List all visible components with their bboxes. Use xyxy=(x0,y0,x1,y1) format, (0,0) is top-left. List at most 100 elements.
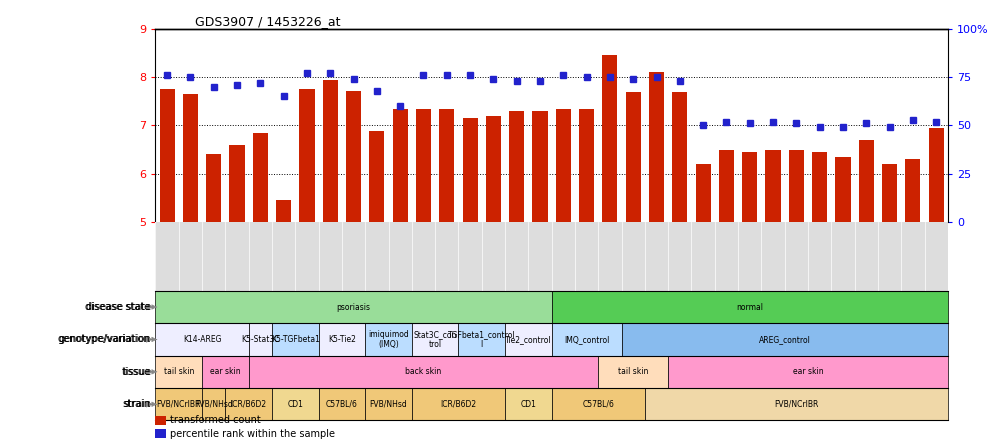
Bar xyxy=(788,150,804,222)
Bar xyxy=(369,131,384,222)
Bar xyxy=(835,157,850,222)
Bar xyxy=(928,128,943,222)
Bar xyxy=(365,323,412,356)
Bar xyxy=(412,388,505,420)
Text: normal: normal xyxy=(735,302,763,312)
Bar xyxy=(532,111,547,222)
Text: K5-Stat3C: K5-Stat3C xyxy=(240,335,280,344)
Text: strain: strain xyxy=(122,399,150,409)
Bar xyxy=(319,388,365,420)
Bar xyxy=(412,323,458,356)
Text: K5-Tie2: K5-Tie2 xyxy=(328,335,356,344)
Text: C57BL/6: C57BL/6 xyxy=(582,400,613,409)
Bar xyxy=(597,356,667,388)
Text: tail skin: tail skin xyxy=(617,367,647,377)
Bar xyxy=(155,291,551,323)
Text: imiquimod
(IMQ): imiquimod (IMQ) xyxy=(368,330,409,349)
Bar xyxy=(625,91,640,222)
Bar xyxy=(248,356,597,388)
Bar xyxy=(621,323,947,356)
Text: GDS3907 / 1453226_at: GDS3907 / 1453226_at xyxy=(194,15,341,28)
Bar xyxy=(505,388,551,420)
Bar xyxy=(225,388,272,420)
Text: FVB/NCrIBR: FVB/NCrIBR xyxy=(156,400,200,409)
Text: K5-TGFbeta1: K5-TGFbeta1 xyxy=(271,335,320,344)
Bar xyxy=(201,356,248,388)
Text: genotype/variation: genotype/variation xyxy=(58,334,150,345)
Text: percentile rank within the sample: percentile rank within the sample xyxy=(169,429,335,439)
Bar xyxy=(155,356,201,388)
Bar xyxy=(505,323,551,356)
Bar xyxy=(485,116,500,222)
Bar xyxy=(272,388,319,420)
Bar xyxy=(299,89,315,222)
Bar xyxy=(551,388,644,420)
Bar xyxy=(248,323,272,356)
Bar xyxy=(458,323,505,356)
Bar xyxy=(578,108,593,222)
Bar xyxy=(667,356,947,388)
Text: transformed count: transformed count xyxy=(169,416,260,425)
Text: ear skin: ear skin xyxy=(209,367,240,377)
Bar xyxy=(551,323,621,356)
Text: TGFbeta1_control
l: TGFbeta1_control l xyxy=(448,330,515,349)
Text: genotype/variation: genotype/variation xyxy=(59,334,151,345)
Bar xyxy=(276,200,291,222)
Bar xyxy=(392,108,408,222)
Bar xyxy=(159,89,174,222)
Bar xyxy=(272,323,319,356)
Bar xyxy=(155,416,165,425)
Bar xyxy=(905,159,920,222)
Bar xyxy=(765,150,780,222)
Bar xyxy=(509,111,524,222)
Text: tissue: tissue xyxy=(122,367,151,377)
Bar xyxy=(555,108,570,222)
Bar xyxy=(201,388,225,420)
Text: FVB/NCrIBR: FVB/NCrIBR xyxy=(774,400,818,409)
Bar xyxy=(694,164,710,222)
Bar xyxy=(229,145,244,222)
Text: Tie2_control: Tie2_control xyxy=(505,335,551,344)
Bar xyxy=(416,108,431,222)
Text: back skin: back skin xyxy=(405,367,441,377)
Text: strain: strain xyxy=(123,399,151,409)
Text: tissue: tissue xyxy=(121,367,150,377)
Text: ICR/B6D2: ICR/B6D2 xyxy=(440,400,476,409)
Bar xyxy=(812,152,827,222)
Bar xyxy=(602,56,617,222)
Bar xyxy=(155,429,165,438)
Bar xyxy=(155,323,248,356)
Bar xyxy=(858,140,873,222)
Bar xyxy=(718,150,733,222)
Bar xyxy=(346,91,361,222)
Text: CD1: CD1 xyxy=(520,400,536,409)
Text: CD1: CD1 xyxy=(287,400,303,409)
Text: FVB/NHsd: FVB/NHsd xyxy=(194,400,232,409)
Bar xyxy=(206,155,221,222)
Text: tail skin: tail skin xyxy=(163,367,193,377)
Bar xyxy=(671,91,686,222)
Bar xyxy=(881,164,896,222)
Text: Stat3C_con
trol: Stat3C_con trol xyxy=(413,330,456,349)
Bar xyxy=(741,152,757,222)
Bar xyxy=(648,72,663,222)
Text: ICR/B6D2: ICR/B6D2 xyxy=(230,400,267,409)
Bar xyxy=(462,118,477,222)
Bar xyxy=(644,388,947,420)
Bar xyxy=(365,388,412,420)
Text: C57BL/6: C57BL/6 xyxy=(326,400,358,409)
Bar xyxy=(253,133,268,222)
Text: AREG_control: AREG_control xyxy=(758,335,810,344)
Text: IMQ_control: IMQ_control xyxy=(563,335,608,344)
Text: K14-AREG: K14-AREG xyxy=(182,335,221,344)
Text: disease state: disease state xyxy=(86,302,151,312)
Bar xyxy=(439,108,454,222)
Bar xyxy=(551,291,947,323)
Text: disease state: disease state xyxy=(85,302,150,312)
Text: FVB/NHsd: FVB/NHsd xyxy=(370,400,407,409)
Bar xyxy=(323,79,338,222)
Text: psoriasis: psoriasis xyxy=(337,302,370,312)
Text: ear skin: ear skin xyxy=(792,367,823,377)
Bar xyxy=(182,94,197,222)
Bar xyxy=(155,388,201,420)
